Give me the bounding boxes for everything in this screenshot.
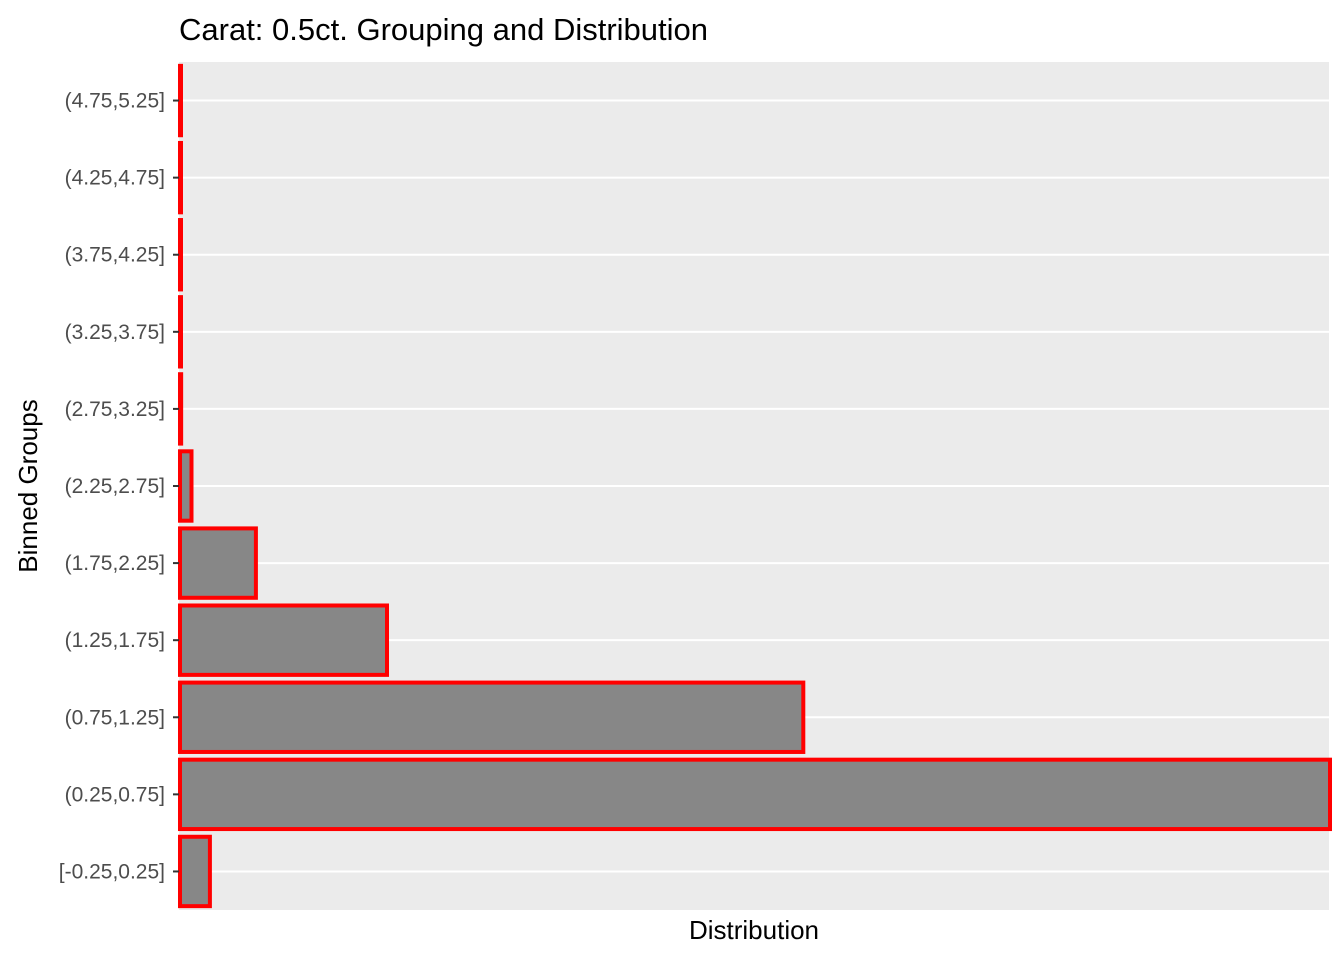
bar	[178, 372, 184, 446]
bar	[178, 218, 183, 292]
y-tick-label: (0.75,1.25]	[65, 706, 165, 729]
y-tick-label: (1.25,1.75]	[65, 629, 165, 652]
bar	[178, 63, 183, 138]
chart-title: Carat: 0.5ct. Grouping and Distribution	[179, 12, 708, 47]
x-axis-title: Distribution	[689, 915, 819, 945]
y-tick-label: (2.75,3.25]	[65, 398, 165, 421]
bar	[178, 140, 183, 215]
bar	[178, 449, 194, 523]
bar	[178, 603, 389, 677]
y-tick-label: (1.75,2.25]	[65, 552, 165, 575]
y-tick-label: (2.25,2.75]	[65, 475, 165, 498]
y-axis-tick-labels: [-0.25,0.25] (0.25,0.75] (0.75,1.25] (1.25,…	[59, 90, 165, 884]
y-tick-label: (4.75,5.25]	[65, 90, 165, 113]
bar	[178, 757, 1332, 832]
bar	[178, 834, 212, 909]
y-tick-label: (3.75,4.25]	[65, 244, 165, 267]
y-tick-label: [-0.25,0.25]	[59, 860, 165, 883]
bar	[178, 680, 806, 754]
bar	[178, 295, 183, 369]
bars	[178, 63, 1332, 909]
bar	[178, 526, 258, 600]
y-tick-label: (0.25,0.75]	[65, 783, 165, 806]
y-tick-label: (4.25,4.75]	[65, 167, 165, 190]
y-axis-ticks	[173, 99, 179, 873]
y-axis-title: Binned Groups	[13, 399, 43, 572]
y-tick-label: (3.25,3.75]	[65, 321, 165, 344]
